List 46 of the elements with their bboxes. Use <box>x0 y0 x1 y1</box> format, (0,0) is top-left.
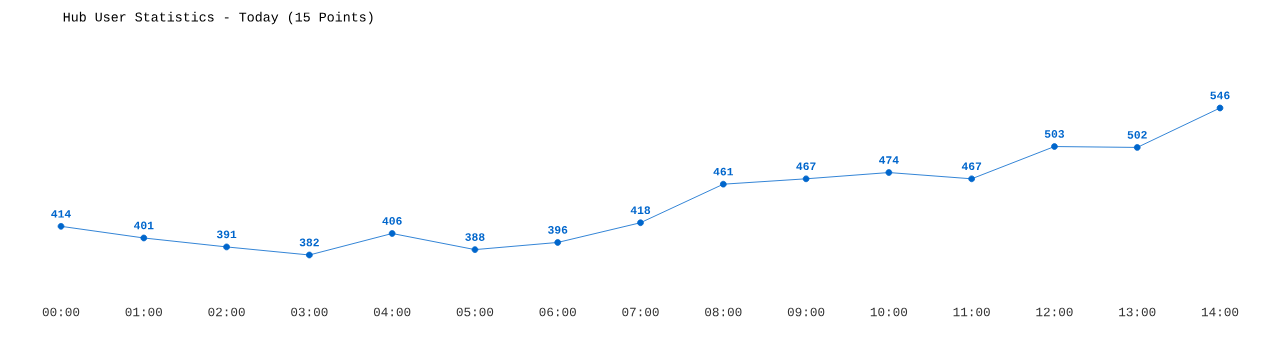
point <box>388 230 396 237</box>
data-label: 502 <box>1127 131 1147 139</box>
x-tick-label: 07:00 <box>622 307 659 317</box>
data-label: 391 <box>216 230 237 239</box>
chart-title: Hub User Statistics - Today (15 Points) <box>63 11 373 25</box>
point <box>1133 144 1141 151</box>
x-tick-label: 09:00 <box>787 307 825 317</box>
data-label: 418 <box>630 206 651 215</box>
data-label: 474 <box>879 156 899 164</box>
x-tick-label: 05:00 <box>456 307 494 317</box>
x-tick-label: 00:00 <box>42 307 80 317</box>
point <box>471 246 479 253</box>
point <box>554 239 562 246</box>
data-label: 461 <box>713 167 734 176</box>
point <box>1051 143 1058 150</box>
point <box>802 175 810 183</box>
point <box>57 222 65 230</box>
x-tick-label: 03:00 <box>291 307 328 317</box>
data-label: 382 <box>299 238 319 247</box>
x-tick-label: 12:00 <box>1036 307 1073 317</box>
data-label: 396 <box>548 226 568 234</box>
point <box>968 175 975 183</box>
x-tick-label: 01:00 <box>125 307 163 317</box>
point <box>885 169 893 176</box>
x-tick-label: 02:00 <box>208 307 245 317</box>
data-label: 467 <box>796 162 816 171</box>
data-label: 414 <box>51 210 71 218</box>
point <box>637 219 644 227</box>
data-label: 467 <box>961 162 982 171</box>
point <box>223 243 230 251</box>
x-tick-label: 14:00 <box>1201 307 1239 317</box>
x-tick-label: 10:00 <box>870 307 908 317</box>
x-tick-label: 06:00 <box>539 307 576 317</box>
point <box>1216 104 1224 112</box>
x-tick-label: 11:00 <box>953 307 990 317</box>
point <box>719 180 727 188</box>
data-label: 401 <box>133 221 154 230</box>
point <box>140 234 148 242</box>
data-label: 406 <box>382 217 402 225</box>
x-tick-label: 08:00 <box>705 307 742 317</box>
data-label: 546 <box>1210 91 1230 100</box>
point <box>306 251 313 259</box>
data-label: 388 <box>465 233 485 241</box>
x-tick-label: 13:00 <box>1119 307 1156 317</box>
x-tick-label: 04:00 <box>373 307 411 317</box>
data-label: 503 <box>1044 130 1065 138</box>
